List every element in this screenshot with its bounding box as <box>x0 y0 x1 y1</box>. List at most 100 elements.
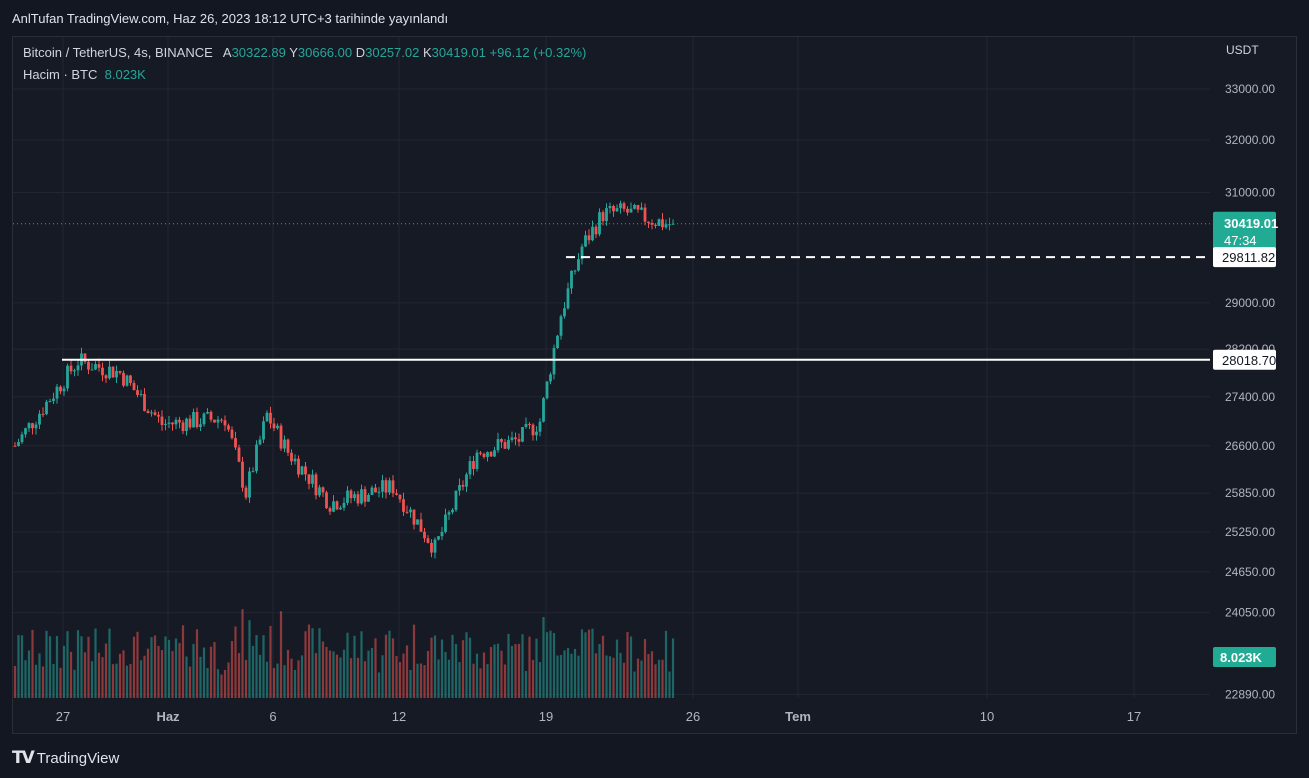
candle-body <box>454 490 458 510</box>
candle-body <box>573 270 577 272</box>
volume-bar <box>496 643 500 698</box>
candle-body <box>349 490 353 499</box>
volume-bar <box>293 669 297 698</box>
candle-body <box>370 487 374 495</box>
candle-body <box>650 222 654 225</box>
volume-bar <box>318 628 321 698</box>
solid-level-badge-text: 28018.70 <box>1222 353 1276 368</box>
low-key: D <box>355 45 366 60</box>
candle-body <box>237 447 241 462</box>
candle-body <box>412 509 416 525</box>
volume-bar <box>461 640 465 698</box>
volume-bar <box>185 656 188 698</box>
candle-body <box>34 424 38 429</box>
volume-bar <box>251 645 255 698</box>
volume-bar <box>531 659 535 698</box>
candle-body <box>66 365 69 389</box>
time-tick-label: 10 <box>980 709 994 724</box>
candle-body <box>444 514 447 532</box>
volume-bar <box>209 646 213 698</box>
volume-bar <box>360 631 363 698</box>
candle-body <box>216 419 220 423</box>
volume-badge <box>1213 647 1276 667</box>
volume-bar <box>503 664 507 698</box>
close-value: 30419.01 <box>431 45 486 60</box>
symbol-name[interactable]: Bitcoin / TetherUS, 4s, BINANCE <box>23 45 213 60</box>
candle-body <box>559 316 563 336</box>
candle-body <box>59 386 62 392</box>
volume-bar <box>325 646 328 698</box>
volume-bar <box>398 662 402 698</box>
volume-bar <box>640 660 643 698</box>
volume-bar <box>227 662 230 698</box>
volume-bar <box>24 660 27 698</box>
volume-bar <box>290 658 293 698</box>
candle-body <box>514 437 517 440</box>
volume-bar <box>587 629 591 698</box>
volume-bar <box>524 670 528 698</box>
volume-bar <box>13 666 17 698</box>
candle-body <box>409 509 412 513</box>
candle-body <box>549 374 552 382</box>
dashed-level-badge-text: 29811.82 <box>1222 250 1275 265</box>
candle-body <box>661 219 664 228</box>
volume-bar <box>374 638 377 698</box>
price-tick-label: 26600.00 <box>1225 439 1275 453</box>
candle-body <box>304 466 307 475</box>
candle-body <box>489 452 493 457</box>
volume-bar <box>339 657 342 698</box>
candle-body <box>178 419 181 423</box>
candle-body <box>227 425 230 430</box>
candle-body <box>598 212 601 235</box>
volume-bar <box>272 668 276 698</box>
candle-body <box>311 474 314 484</box>
volume-bar <box>94 628 97 698</box>
candle-body <box>570 270 573 289</box>
volume-bar <box>157 645 160 698</box>
high-key: Y <box>289 45 298 60</box>
volume-bar <box>650 651 654 698</box>
volume-bar <box>573 648 577 698</box>
volume-bar <box>510 645 514 698</box>
candle-body <box>619 203 622 209</box>
candle-body <box>363 489 367 502</box>
time-tick-label: 27 <box>56 709 70 724</box>
volume-bar <box>167 639 171 698</box>
currency-label: USDT <box>1226 43 1259 57</box>
candle-body <box>62 388 66 392</box>
candle-body <box>577 259 580 271</box>
candle-body <box>31 423 34 429</box>
candle-body <box>171 422 174 425</box>
candle-body <box>297 458 300 475</box>
candle-body <box>419 519 423 532</box>
volume-bar <box>220 674 223 698</box>
candle-body <box>230 429 234 439</box>
candle-body <box>328 508 332 512</box>
candle-body <box>426 538 430 543</box>
volume-bar <box>489 647 493 698</box>
price-tick-label: 22890.00 <box>1225 687 1275 701</box>
volume-bar <box>479 668 482 698</box>
candle-body <box>524 423 528 428</box>
volume-bar <box>671 638 675 698</box>
candle-body <box>290 452 293 462</box>
candle-body <box>206 411 209 414</box>
time-tick-label: 12 <box>392 709 406 724</box>
candle-body <box>437 536 440 540</box>
volume-bar <box>580 629 584 698</box>
price-tick-label: 25250.00 <box>1225 525 1275 539</box>
candle-body <box>510 437 514 440</box>
candle-body <box>220 419 223 421</box>
volume-bar <box>160 650 164 698</box>
volume-bar <box>566 647 570 698</box>
volume-bar <box>409 669 412 698</box>
candle-body <box>433 539 437 553</box>
candle-body <box>461 485 465 487</box>
volume-bar <box>146 648 150 698</box>
candle-body <box>213 419 216 423</box>
volume-bar <box>353 635 356 698</box>
volume-bar <box>381 655 384 698</box>
candle-body <box>545 381 549 399</box>
volume-bar <box>223 669 227 698</box>
